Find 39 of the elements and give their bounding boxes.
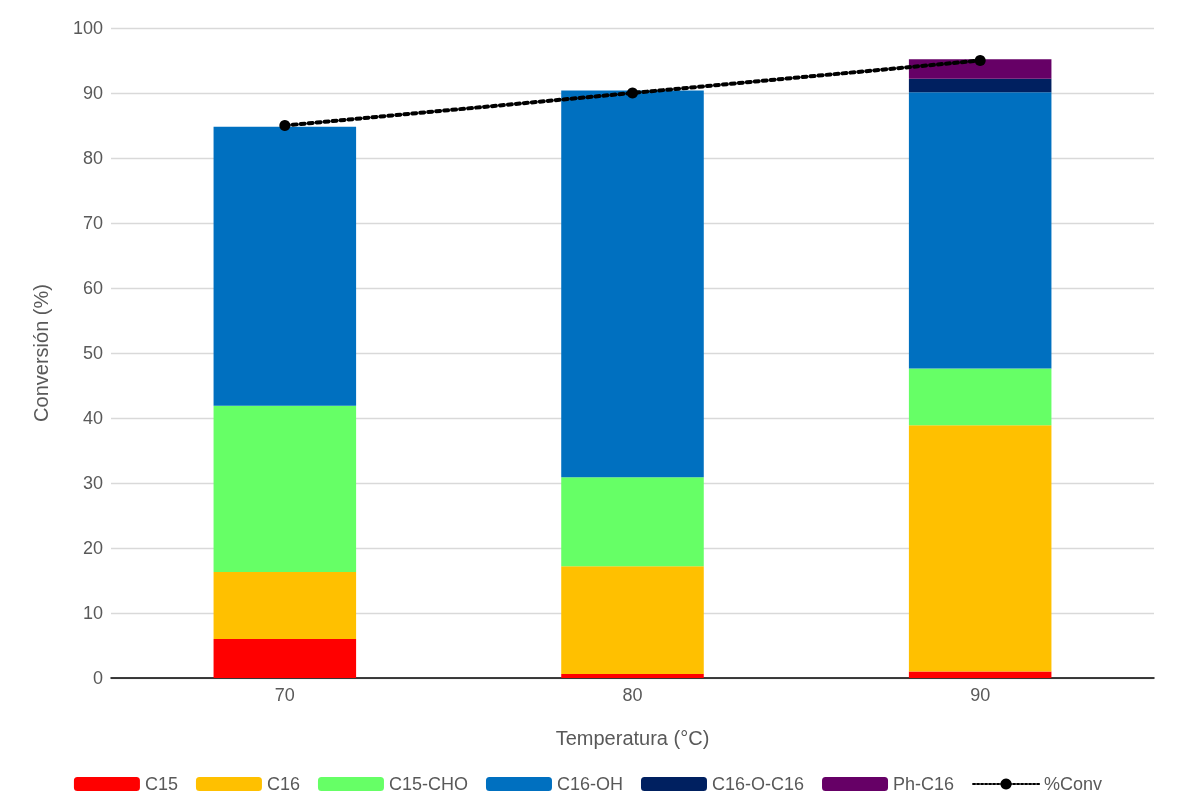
bar [908,78,1052,93]
legend-label: C16-OH [556,774,623,794]
legend-label: C15-CHO [388,774,468,794]
bar [213,405,357,573]
y-tick-label: 30 [82,473,103,493]
legend-label: Ph-C16 [893,774,955,794]
x-tick-label: 70 [274,685,295,705]
bar [561,90,704,478]
point [974,55,986,66]
bar [908,671,1052,678]
bar [561,566,704,675]
legend-label: C15 [144,774,178,794]
y-tick-label: 60 [82,278,103,298]
y-tick-label: 100 [72,18,103,38]
y-tick-label: 0 [92,668,103,688]
y-tick-label: 50 [82,343,103,363]
y-tick-label: 10 [82,603,103,623]
y-tick-label: 40 [82,408,103,428]
bar [908,92,1052,369]
y-tick-label: 20 [82,538,103,558]
y-tick-label: 80 [82,148,103,168]
x-tick-label: 90 [970,685,991,705]
legend-label: C16 [266,774,300,794]
y-tick-label: 90 [82,83,103,103]
y-axis-title: Conversión (%) [30,284,52,422]
bar [561,674,704,678]
bar [908,368,1052,426]
x-axis-title: Temperatura (°C) [555,727,710,749]
bar [213,572,357,639]
legend-label: %Conv [1044,774,1103,794]
legend-label: C16-O-C16 [711,774,805,794]
bar [561,477,704,567]
x-tick-label: 80 [622,685,643,705]
point [627,87,638,99]
bar [213,126,357,406]
y-tick-label: 70 [82,213,103,233]
bar [213,639,357,678]
bar [908,425,1052,672]
point [279,120,291,131]
